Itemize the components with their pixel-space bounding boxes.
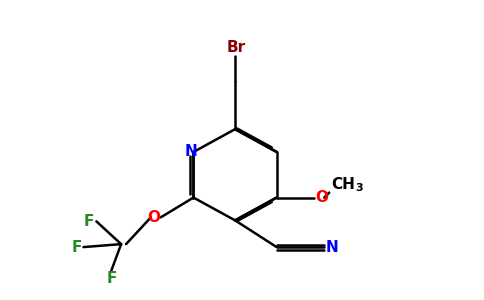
Text: Br: Br bbox=[227, 40, 245, 55]
Text: O: O bbox=[147, 210, 160, 225]
Text: CH: CH bbox=[331, 177, 355, 192]
Text: F: F bbox=[71, 240, 81, 255]
Text: 3: 3 bbox=[355, 183, 363, 193]
Text: N: N bbox=[325, 240, 338, 255]
Text: O: O bbox=[315, 190, 328, 205]
Text: N: N bbox=[185, 145, 198, 160]
Text: F: F bbox=[107, 271, 118, 286]
Text: F: F bbox=[84, 214, 94, 229]
